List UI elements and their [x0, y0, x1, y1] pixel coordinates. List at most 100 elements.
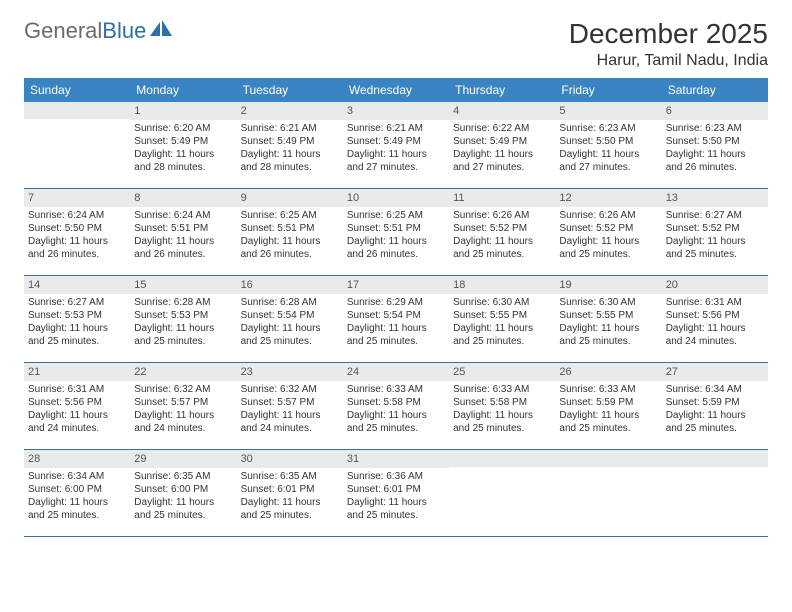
sunset-text: Sunset: 5:52 PM: [453, 222, 551, 235]
sunrise-text: Sunrise: 6:29 AM: [347, 296, 445, 309]
sunrise-text: Sunrise: 6:23 AM: [559, 122, 657, 135]
day-number: 15: [130, 276, 236, 294]
sunrise-text: Sunrise: 6:35 AM: [134, 470, 232, 483]
daylight-text: Daylight: 11 hours and 25 minutes.: [347, 322, 445, 348]
sunrise-text: Sunrise: 6:32 AM: [134, 383, 232, 396]
title-block: December 2025 Harur, Tamil Nadu, India: [569, 18, 768, 70]
day-number: 5: [555, 102, 661, 120]
sunrise-text: Sunrise: 6:33 AM: [347, 383, 445, 396]
day-number: 24: [343, 363, 449, 381]
day-number: 6: [662, 102, 768, 120]
sunrise-text: Sunrise: 6:35 AM: [241, 470, 339, 483]
daylight-text: Daylight: 11 hours and 25 minutes.: [453, 235, 551, 261]
header: GeneralBlue December 2025 Harur, Tamil N…: [24, 18, 768, 70]
daylight-text: Daylight: 11 hours and 24 minutes.: [666, 322, 764, 348]
day-number: 29: [130, 450, 236, 468]
day-cell: 9Sunrise: 6:25 AMSunset: 5:51 PMDaylight…: [237, 189, 343, 275]
sunset-text: Sunset: 5:52 PM: [559, 222, 657, 235]
day-cell: 29Sunrise: 6:35 AMSunset: 6:00 PMDayligh…: [130, 450, 236, 536]
day-cell: 18Sunrise: 6:30 AMSunset: 5:55 PMDayligh…: [449, 276, 555, 362]
sunrise-text: Sunrise: 6:33 AM: [559, 383, 657, 396]
day-header: Monday: [130, 78, 236, 102]
day-cell: 13Sunrise: 6:27 AMSunset: 5:52 PMDayligh…: [662, 189, 768, 275]
day-number: 21: [24, 363, 130, 381]
sunset-text: Sunset: 5:56 PM: [666, 309, 764, 322]
daylight-text: Daylight: 11 hours and 26 minutes.: [666, 148, 764, 174]
sunset-text: Sunset: 5:51 PM: [241, 222, 339, 235]
sunset-text: Sunset: 5:53 PM: [134, 309, 232, 322]
sunset-text: Sunset: 5:49 PM: [134, 135, 232, 148]
daylight-text: Daylight: 11 hours and 25 minutes.: [559, 235, 657, 261]
sunset-text: Sunset: 5:55 PM: [453, 309, 551, 322]
sunset-text: Sunset: 5:59 PM: [559, 396, 657, 409]
sunset-text: Sunset: 5:57 PM: [134, 396, 232, 409]
sunset-text: Sunset: 5:49 PM: [347, 135, 445, 148]
day-cell: 6 Sunrise: 6:23 AMSunset: 5:50 PMDaylight…: [662, 102, 768, 188]
day-header: Saturday: [662, 78, 768, 102]
sunset-text: Sunset: 5:50 PM: [666, 135, 764, 148]
sunset-text: Sunset: 5:53 PM: [28, 309, 126, 322]
day-cell: 10Sunrise: 6:25 AMSunset: 5:51 PMDayligh…: [343, 189, 449, 275]
sunrise-text: Sunrise: 6:25 AM: [347, 209, 445, 222]
day-number: 25: [449, 363, 555, 381]
sunset-text: Sunset: 5:56 PM: [28, 396, 126, 409]
sunset-text: Sunset: 5:50 PM: [28, 222, 126, 235]
day-number: [24, 102, 130, 119]
day-number: 17: [343, 276, 449, 294]
day-number: 28: [24, 450, 130, 468]
sunset-text: Sunset: 5:49 PM: [453, 135, 551, 148]
sunrise-text: Sunrise: 6:28 AM: [134, 296, 232, 309]
day-header: Friday: [555, 78, 661, 102]
daylight-text: Daylight: 11 hours and 25 minutes.: [559, 409, 657, 435]
daylight-text: Daylight: 11 hours and 25 minutes.: [28, 322, 126, 348]
brand-logo: GeneralBlue: [24, 18, 172, 44]
day-cell: 26 Sunrise: 6:33 AMSunset: 5:59 PMDayligh…: [555, 363, 661, 449]
day-cell: 12Sunrise: 6:26 AMSunset: 5:52 PMDayligh…: [555, 189, 661, 275]
daylight-text: Daylight: 11 hours and 24 minutes.: [134, 409, 232, 435]
location-text: Harur, Tamil Nadu, India: [569, 52, 768, 70]
daylight-text: Daylight: 11 hours and 26 minutes.: [28, 235, 126, 261]
day-number: 14: [24, 276, 130, 294]
brand-text-1: General: [24, 18, 102, 43]
day-cell: 15 Sunrise: 6:28 AMSunset: 5:53 PMDayligh…: [130, 276, 236, 362]
daylight-text: Daylight: 11 hours and 25 minutes.: [453, 322, 551, 348]
daylight-text: Daylight: 11 hours and 25 minutes.: [28, 496, 126, 522]
day-number: 2: [237, 102, 343, 120]
day-cell: 19Sunrise: 6:30 AMSunset: 5:55 PMDayligh…: [555, 276, 661, 362]
month-title: December 2025: [569, 18, 768, 50]
sunset-text: Sunset: 5:54 PM: [347, 309, 445, 322]
day-number: 9: [237, 189, 343, 207]
day-number: [555, 450, 661, 467]
sunrise-text: Sunrise: 6:25 AM: [241, 209, 339, 222]
sunset-text: Sunset: 6:01 PM: [347, 483, 445, 496]
day-cell: [449, 450, 555, 536]
sunrise-text: Sunrise: 6:23 AM: [666, 122, 764, 135]
day-number: 10: [343, 189, 449, 207]
day-cell: 3Sunrise: 6:21 AMSunset: 5:49 PMDaylight…: [343, 102, 449, 188]
sunrise-text: Sunrise: 6:27 AM: [28, 296, 126, 309]
sunset-text: Sunset: 5:58 PM: [453, 396, 551, 409]
day-cell: 31Sunrise: 6:36 AMSunset: 6:01 PMDayligh…: [343, 450, 449, 536]
daylight-text: Daylight: 11 hours and 24 minutes.: [28, 409, 126, 435]
daylight-text: Daylight: 11 hours and 25 minutes.: [134, 322, 232, 348]
daylight-text: Daylight: 11 hours and 24 minutes.: [241, 409, 339, 435]
daylight-text: Daylight: 11 hours and 28 minutes.: [134, 148, 232, 174]
sunrise-text: Sunrise: 6:32 AM: [241, 383, 339, 396]
sunrise-text: Sunrise: 6:22 AM: [453, 122, 551, 135]
sunrise-text: Sunrise: 6:24 AM: [134, 209, 232, 222]
daylight-text: Daylight: 11 hours and 25 minutes.: [347, 409, 445, 435]
daylight-text: Daylight: 11 hours and 25 minutes.: [666, 409, 764, 435]
sunset-text: Sunset: 5:52 PM: [666, 222, 764, 235]
day-number: 4: [449, 102, 555, 120]
day-cell: 20Sunrise: 6:31 AMSunset: 5:56 PMDayligh…: [662, 276, 768, 362]
sunset-text: Sunset: 5:51 PM: [347, 222, 445, 235]
day-cell: 16Sunrise: 6:28 AMSunset: 5:54 PMDayligh…: [237, 276, 343, 362]
day-number: 26: [555, 363, 661, 381]
week-row: 21Sunrise: 6:31 AMSunset: 5:56 PMDayligh…: [24, 363, 768, 450]
sunset-text: Sunset: 6:01 PM: [241, 483, 339, 496]
sunset-text: Sunset: 5:59 PM: [666, 396, 764, 409]
daylight-text: Daylight: 11 hours and 26 minutes.: [134, 235, 232, 261]
sunset-text: Sunset: 5:50 PM: [559, 135, 657, 148]
daylight-text: Daylight: 11 hours and 28 minutes.: [241, 148, 339, 174]
daylight-text: Daylight: 11 hours and 25 minutes.: [347, 496, 445, 522]
